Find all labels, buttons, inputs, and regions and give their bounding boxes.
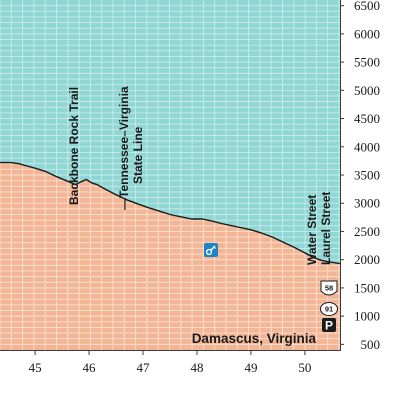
y-axis-ticks: 6500 6000 5500 5000 4500 4000 3500 3000 2500 2000… (340, 0, 380, 352)
y-tick-label: 1500 (354, 280, 380, 295)
annotation-streets: Water Street Laurel Street (305, 192, 333, 265)
y-tick-label: 2000 (354, 252, 380, 267)
parking-icon: P (322, 318, 336, 333)
x-tick-label: 46 (83, 360, 97, 375)
y-tick-label: 4000 (354, 139, 380, 154)
y-tick-label: 6500 (354, 0, 380, 13)
annotation-text: State Line (131, 126, 145, 184)
annotation-backbone-rock-trail: Backbone Rock Trail (67, 87, 81, 205)
y-tick-label: 1000 (354, 309, 380, 324)
y-tick-label: 4500 (354, 111, 380, 126)
route-number: 58 (325, 284, 333, 293)
y-tick-label: 500 (361, 337, 381, 352)
x-tick-label: 50 (298, 360, 311, 375)
elevation-line (0, 161, 341, 265)
annotation-state-line: —Tennessee–Virginia State Line (117, 86, 145, 210)
annotation-text: Water Street (305, 195, 319, 265)
x-axis-ticks: 45 46 47 48 49 50 (29, 350, 311, 375)
x-tick-label: 47 (137, 360, 151, 375)
y-tick-label: 6000 (354, 26, 380, 41)
markers: 58 91 P Damascus, Virginia (192, 243, 338, 346)
elevation-area (0, 162, 340, 350)
y-tick-label: 5000 (354, 83, 380, 98)
annotation-text: Laurel Street (319, 192, 333, 265)
annotation-text: Backbone Rock Trail (67, 87, 81, 205)
x-tick-label: 48 (190, 360, 203, 375)
annotation-text: —Tennessee–Virginia (117, 86, 131, 210)
key-icon (204, 243, 218, 257)
parking-letter: P (325, 319, 333, 333)
annotations: Backbone Rock Trail —Tennessee–Virginia St… (67, 86, 333, 265)
y-tick-label: 2500 (354, 224, 380, 239)
y-tick-label: 3500 (354, 168, 380, 183)
y-tick-label: 5500 (354, 55, 380, 70)
us-route-shield-icon: 58 (320, 280, 338, 296)
x-tick-label: 45 (29, 360, 42, 375)
x-tick-label: 49 (244, 360, 257, 375)
y-tick-label: 3000 (354, 196, 380, 211)
route-number: 91 (325, 305, 333, 314)
state-route-icon: 91 (320, 302, 338, 316)
place-label: Damascus, Virginia (192, 331, 317, 346)
